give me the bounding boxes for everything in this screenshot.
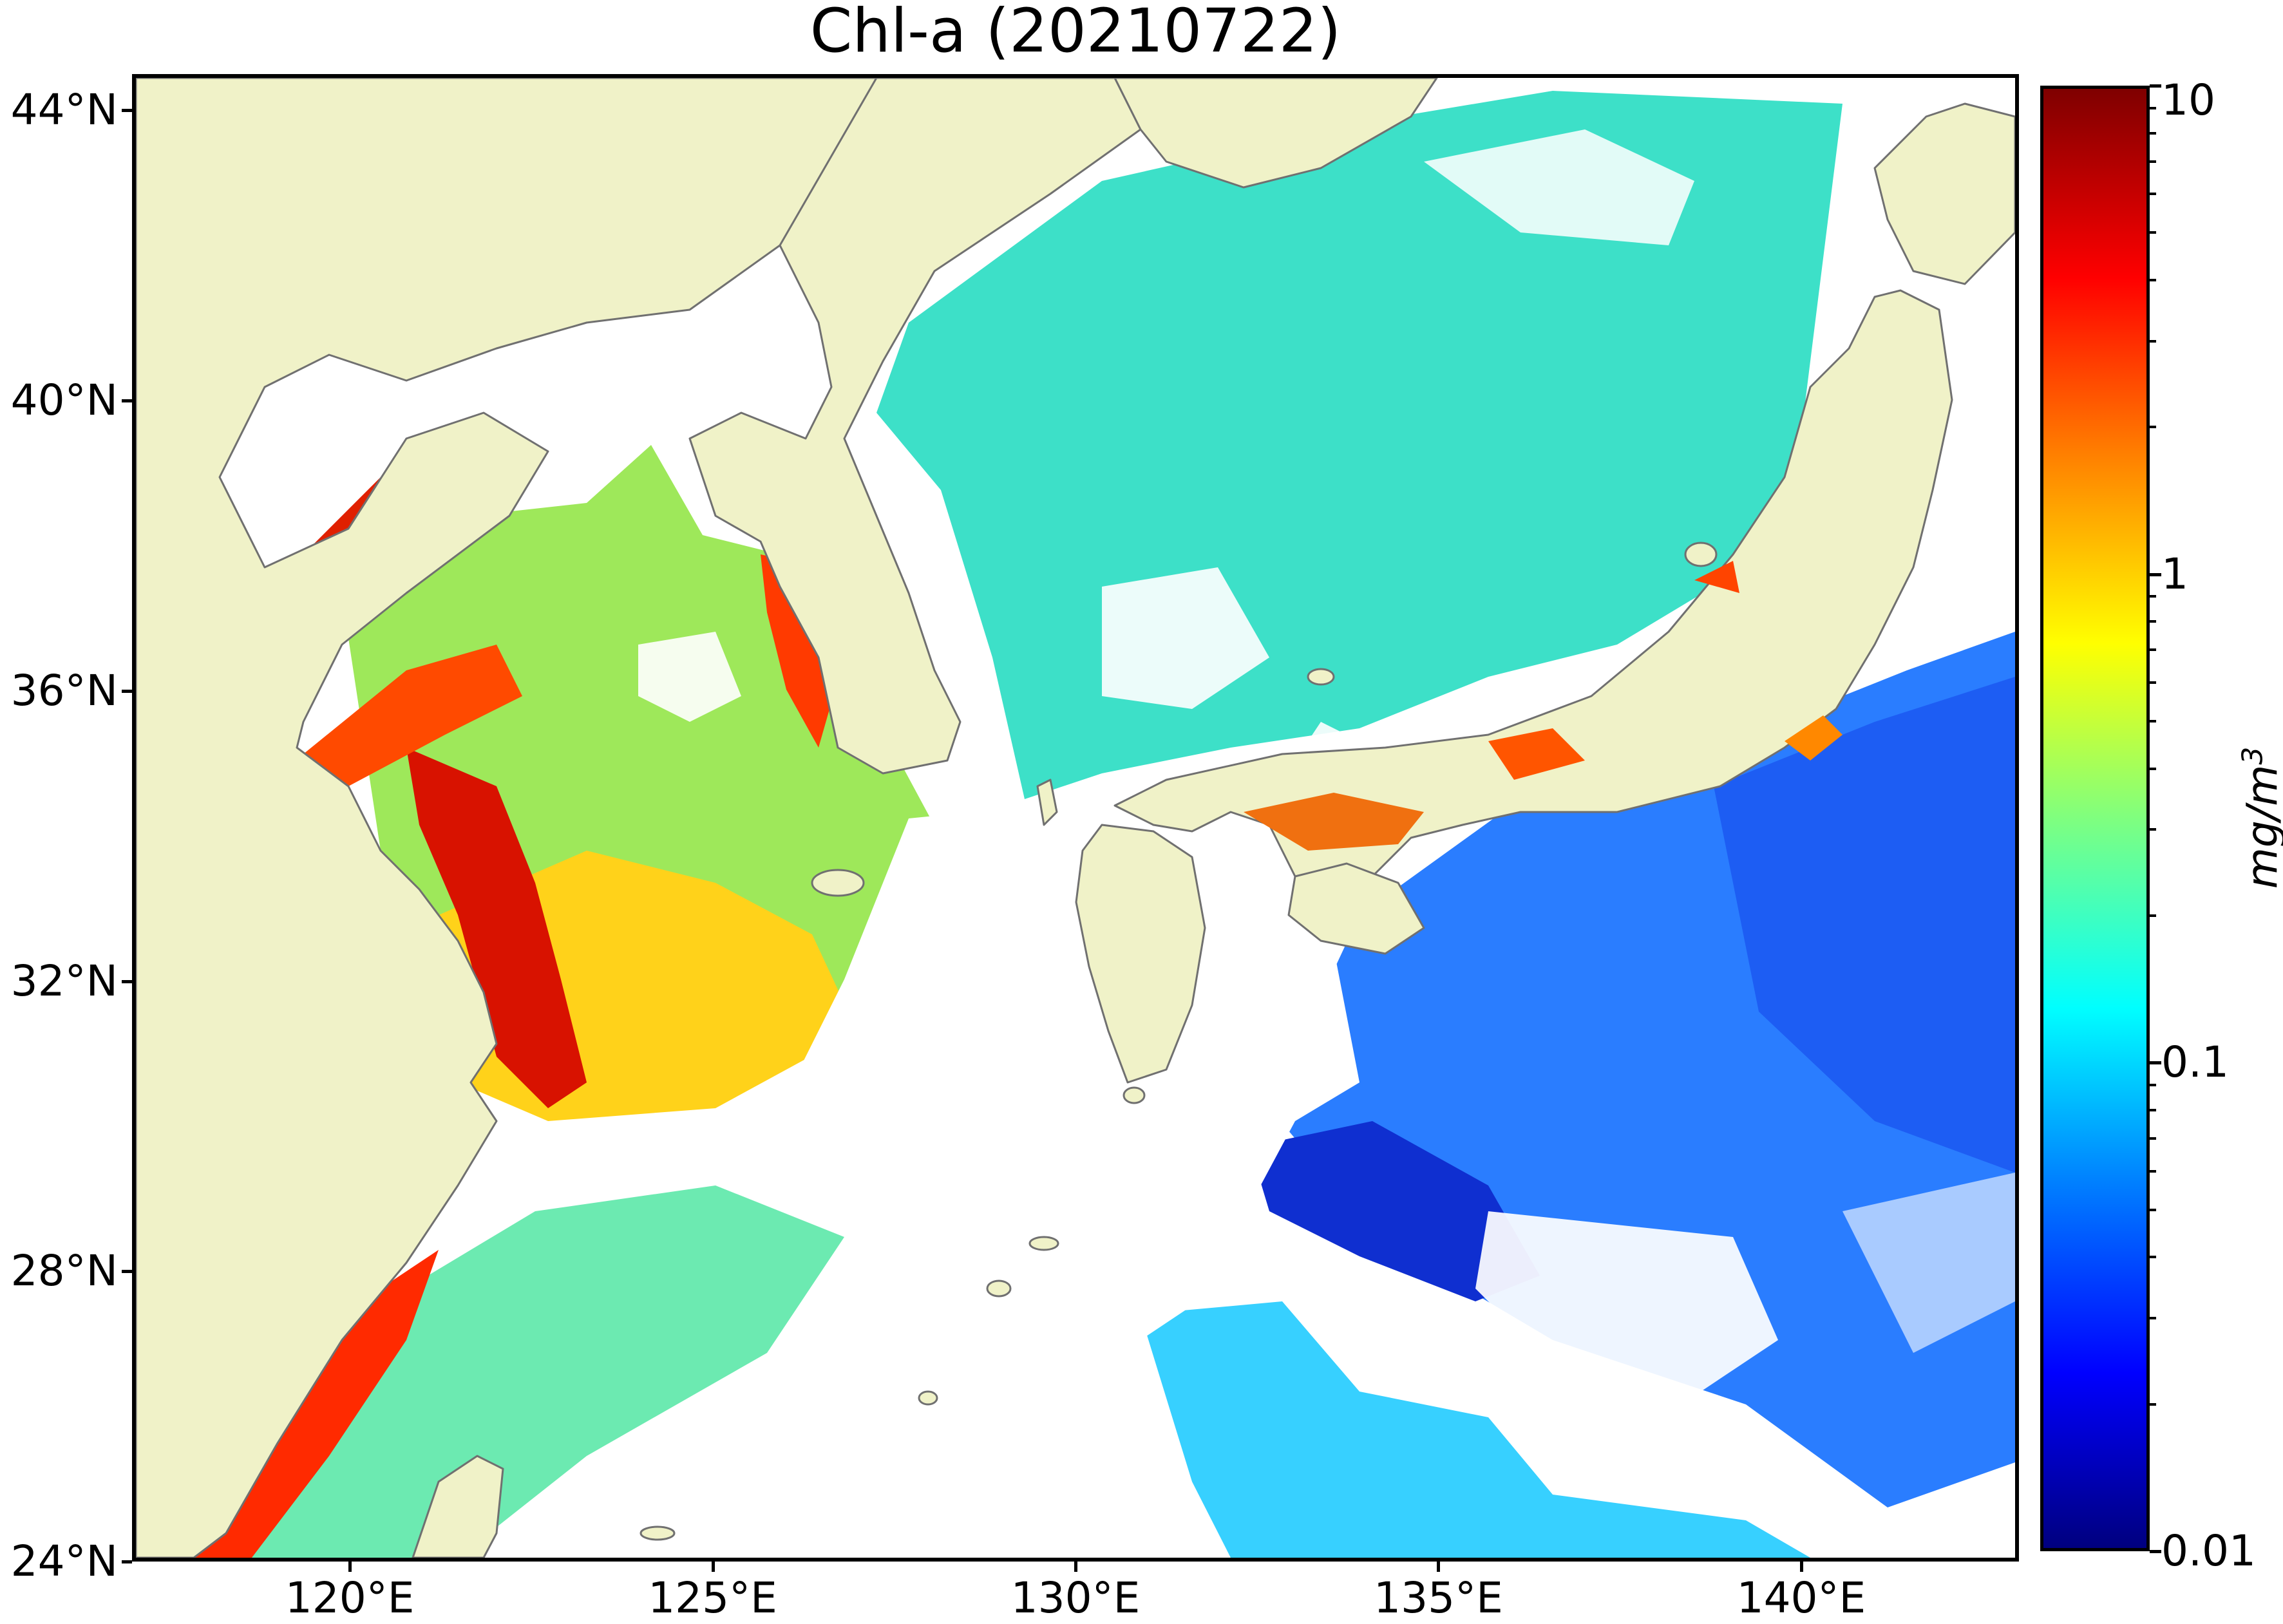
colorbar-minor-tick (2150, 278, 2156, 281)
lon-tick-label: 140°E (1736, 1573, 1866, 1623)
colorbar-minor-tick (2150, 1317, 2156, 1320)
taiwan (412, 1455, 504, 1558)
colorbar-minor-tick (2150, 1256, 2156, 1259)
ryukyu-island-3 (918, 1390, 938, 1406)
changjiang-plume (406, 748, 587, 1108)
lat-tick-label: 24°N (10, 1536, 118, 1586)
map-title: Chl-a (20210722) (810, 0, 1341, 66)
map-area (132, 74, 2019, 1562)
lat-tick-mark (122, 979, 132, 983)
lon-tick-mark (711, 1562, 715, 1572)
lat-tick-mark (122, 109, 132, 113)
colorbar-minor-tick (2150, 426, 2156, 429)
lon-tick-mark (1074, 1562, 1077, 1572)
hokkaido (1873, 102, 2015, 285)
colorbar-major-tick (2150, 1550, 2161, 1553)
colorbar-minor-tick (2150, 648, 2156, 652)
colorbar-minor-tick (2150, 106, 2156, 109)
lon-tick-mark (1799, 1562, 1803, 1572)
colorbar-minor-tick (2150, 1169, 2156, 1173)
colorbar-minor-tick (2150, 1084, 2156, 1087)
lat-tick-mark (122, 399, 132, 403)
korean-peninsula (688, 78, 1142, 775)
colorbar-minor-tick (2150, 231, 2156, 234)
pacific-very-low-chl (1250, 1121, 1540, 1301)
colorbar-minor-tick (2150, 1137, 2156, 1140)
shikoku (1287, 862, 1425, 955)
colorbar-minor-tick (2150, 1108, 2156, 1111)
lon-tick-mark (1437, 1562, 1441, 1572)
lat-tick-mark (122, 689, 132, 693)
colorbar-minor-tick (2150, 595, 2156, 598)
lat-tick-label: 28°N (10, 1246, 118, 1296)
colorbar-tick-label: 0.1 (2161, 1037, 2229, 1088)
lon-tick-mark (348, 1562, 352, 1572)
colorbar-major-tick (2150, 1061, 2161, 1065)
lon-tick-label: 120°E (285, 1573, 415, 1623)
russia-north (1113, 78, 1438, 189)
colorbar-tick-label: 1 (2161, 549, 2188, 599)
colorbar-tick-label: 0.01 (2161, 1526, 2256, 1576)
colorbar-minor-tick (2150, 339, 2156, 343)
colorbar-minor-tick (2150, 828, 2156, 831)
china-mainland (136, 78, 897, 1558)
ryukyu-island-1 (1028, 1236, 1059, 1251)
colorbar-minor-tick (2150, 681, 2156, 684)
tsushima-islands (1036, 779, 1058, 826)
colorbar-minor-tick (2150, 620, 2156, 623)
lon-tick-label: 135°E (1374, 1573, 1503, 1623)
colorbar-major-tick (2150, 84, 2161, 88)
lat-tick-label: 32°N (10, 956, 118, 1006)
pacific-east-band (1714, 677, 2015, 1173)
lon-tick-label: 130°E (1010, 1573, 1141, 1623)
colorbar-minor-tick (2150, 720, 2156, 723)
ryukyu-island-4 (639, 1525, 676, 1541)
colorbar-minor-tick (2150, 193, 2156, 196)
japan-coastal-chl (1244, 561, 1843, 851)
lon-tick-label: 125°E (648, 1573, 777, 1623)
lat-tick-label: 40°N (10, 375, 118, 426)
shandong-coast-high (303, 645, 522, 786)
southern-patches (1141, 1301, 1810, 1558)
colorbar-units-label: mg/m3 (2237, 747, 2283, 889)
colorbar-major-tick (2150, 572, 2161, 576)
lat-tick-label: 36°N (10, 665, 118, 715)
colorbar-minor-tick (2150, 131, 2156, 135)
units-exponent: 3 (2236, 746, 2269, 765)
colorbar-tick-label: 10 (2161, 75, 2215, 125)
lat-tick-mark (122, 1560, 132, 1563)
colorbar-minor-tick (2150, 767, 2156, 770)
lat-tick-label: 44°N (10, 85, 118, 135)
ryukyu-island-2 (986, 1279, 1012, 1298)
jeju-island (811, 869, 865, 897)
lat-tick-mark (122, 1270, 132, 1274)
map-canvas (136, 78, 2015, 1558)
kyushu (1075, 824, 1206, 1084)
colorbar-minor-tick (2150, 160, 2156, 163)
yakushima-island (1123, 1086, 1146, 1104)
units-base: mg/m (2237, 764, 2283, 889)
colorbar (2040, 86, 2150, 1551)
colorbar-minor-tick (2150, 914, 2156, 917)
oki-island (1307, 668, 1335, 686)
taiwan-strait-chl (200, 1185, 844, 1558)
colorbar-minor-tick (2150, 1208, 2156, 1211)
colorbar-minor-tick (2150, 1402, 2156, 1406)
sado-island (1684, 542, 1718, 567)
